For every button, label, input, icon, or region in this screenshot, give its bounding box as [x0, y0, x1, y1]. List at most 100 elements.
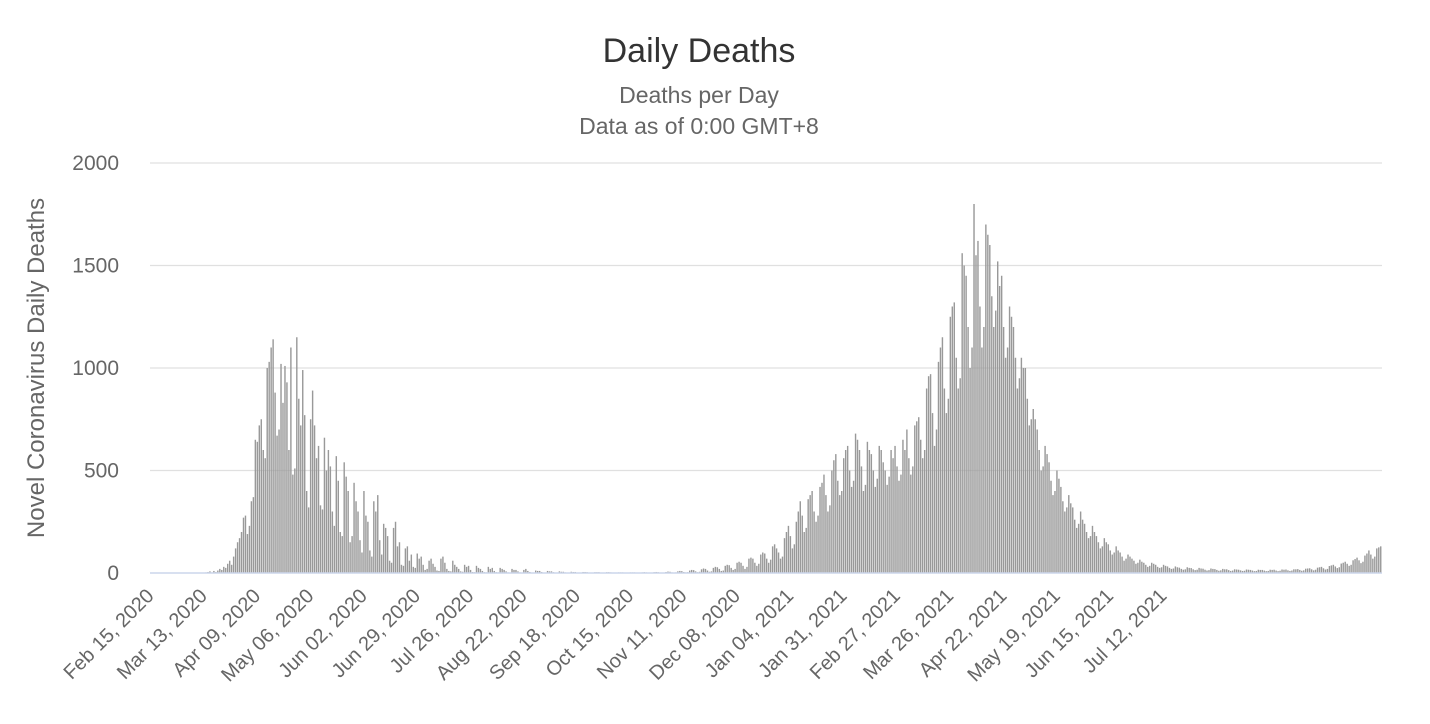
- bar: [1378, 547, 1380, 574]
- bar: [1233, 569, 1236, 573]
- bar: [833, 460, 835, 573]
- bar: [1099, 548, 1102, 573]
- bar: [418, 558, 420, 573]
- bar: [1281, 569, 1283, 573]
- bar: [1318, 567, 1321, 573]
- bar: [288, 450, 290, 573]
- bar: [1231, 570, 1234, 573]
- bar: [1324, 569, 1327, 573]
- bar: [469, 569, 472, 573]
- bar: [945, 413, 948, 573]
- bar: [1178, 567, 1181, 573]
- y-tick-label: 500: [84, 460, 119, 483]
- bar: [282, 402, 284, 573]
- bar: [458, 568, 460, 573]
- y-axis-label: Novel Coronavirus Daily Deaths: [23, 198, 50, 538]
- bar: [961, 253, 963, 573]
- bar: [238, 538, 241, 573]
- bar: [949, 316, 952, 573]
- bar: [1295, 569, 1297, 573]
- bar: [1133, 560, 1135, 573]
- bar: [404, 548, 407, 573]
- bar: [1182, 569, 1185, 573]
- bar: [1154, 564, 1157, 573]
- bar: [234, 548, 237, 573]
- bar: [390, 562, 393, 573]
- bar: [998, 286, 1001, 573]
- bar: [254, 439, 257, 573]
- bar: [284, 365, 286, 573]
- bar: [274, 392, 276, 573]
- bar: [268, 361, 270, 573]
- bar: [477, 567, 480, 574]
- bar: [1018, 378, 1021, 573]
- bar: [377, 495, 379, 573]
- bar: [754, 562, 756, 573]
- bar: [732, 569, 734, 573]
- bar: [499, 567, 501, 574]
- bar: [1348, 565, 1350, 573]
- bar: [329, 466, 332, 573]
- bar: [963, 265, 965, 573]
- bar: [1271, 569, 1273, 573]
- bar: [912, 466, 914, 573]
- bar: [860, 466, 863, 573]
- bar: [1326, 568, 1329, 573]
- bar: [444, 562, 446, 573]
- bar: [292, 474, 294, 573]
- bar: [412, 566, 415, 573]
- bar: [317, 445, 320, 573]
- bar: [872, 470, 875, 573]
- bar: [1206, 570, 1208, 573]
- bar: [809, 495, 811, 573]
- bar: [227, 563, 229, 573]
- bar: [436, 570, 438, 573]
- bar: [1342, 562, 1344, 573]
- bar: [748, 558, 750, 573]
- bar: [515, 569, 517, 573]
- bar: [373, 501, 375, 573]
- bar: [1101, 546, 1104, 573]
- bar: [432, 563, 434, 573]
- bar: [1214, 569, 1216, 573]
- bar: [434, 566, 436, 573]
- bar: [837, 480, 839, 573]
- bar: [357, 511, 359, 573]
- bar: [1267, 570, 1269, 573]
- bar: [1186, 567, 1188, 573]
- bar: [242, 517, 245, 573]
- bar: [398, 542, 401, 573]
- bar: [300, 425, 302, 573]
- bar: [1087, 538, 1090, 573]
- bar: [866, 441, 869, 573]
- bar: [1305, 568, 1307, 573]
- bar: [558, 571, 561, 573]
- bar: [244, 515, 247, 573]
- bar: [355, 501, 357, 573]
- bar: [995, 310, 997, 573]
- bar: [973, 204, 975, 573]
- bar: [908, 458, 910, 573]
- bar: [1241, 570, 1244, 573]
- bar: [700, 569, 703, 573]
- bar: [953, 302, 955, 573]
- bar: [1312, 570, 1315, 573]
- bar: [333, 525, 336, 573]
- bar: [1192, 569, 1194, 573]
- bar: [1285, 569, 1287, 573]
- bar: [315, 458, 318, 573]
- bar: [503, 569, 505, 573]
- bar: [876, 478, 878, 573]
- bar: [1376, 548, 1378, 573]
- bar: [1344, 561, 1346, 573]
- y-tick-label: 0: [107, 562, 119, 585]
- bar: [365, 515, 367, 573]
- bar: [797, 511, 800, 573]
- bar: [736, 562, 738, 573]
- bar: [1190, 568, 1192, 573]
- bar: [392, 527, 395, 573]
- bar: [854, 433, 857, 573]
- bar: [987, 234, 989, 573]
- bar: [811, 491, 813, 573]
- bar: [760, 554, 762, 573]
